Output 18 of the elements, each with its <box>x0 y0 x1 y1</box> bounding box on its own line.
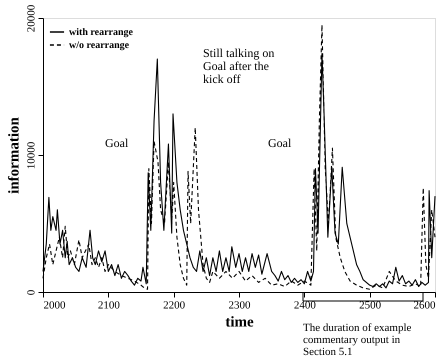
x-tick-label: 2300 <box>228 300 251 312</box>
x-tick-label: 2400 <box>294 300 316 312</box>
text: The duration of example commentary output in Section 5.1 <box>303 322 412 358</box>
annotation: Still talking on Goal after the kick off <box>203 46 274 86</box>
annotation: Goal <box>105 136 129 150</box>
x-tick-label: 2500 <box>359 300 382 312</box>
x-tick-label: 2100 <box>98 300 120 312</box>
x-axis-title: time <box>225 314 254 330</box>
x-tick-label: 2200 <box>163 300 186 312</box>
legend-label: with rearrange <box>69 27 134 38</box>
y-tick-label: 20000 <box>26 4 38 32</box>
y-tick-label: 10000 <box>26 141 38 170</box>
x-tick-label: 2600 <box>414 300 436 312</box>
legend-label: w/o rearrange <box>69 40 130 51</box>
y-tick-label: 0 <box>26 289 38 296</box>
y-axis-title: information <box>6 116 22 194</box>
annotation: Goal <box>268 136 292 150</box>
x-tick-label: 2000 <box>44 300 66 312</box>
